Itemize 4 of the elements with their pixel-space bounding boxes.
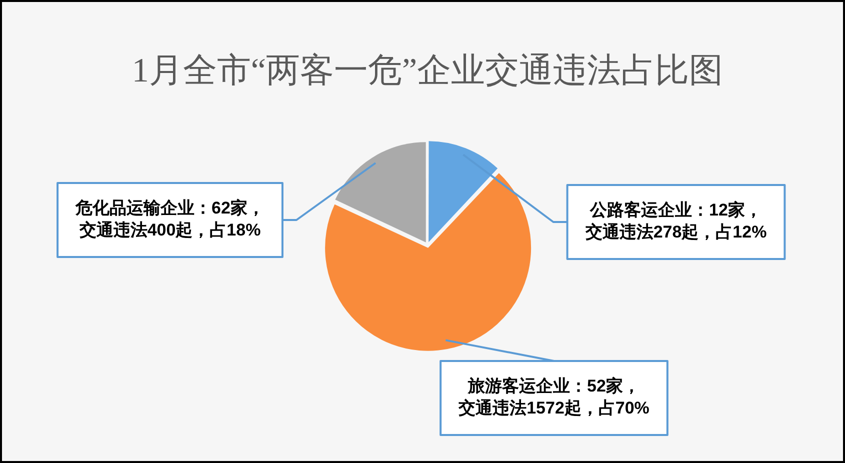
slice-label: 旅游客运企业：52家，交通违法1572起，占70% bbox=[458, 376, 650, 418]
slice-label: 公路客运企业：12家，交通违法278起，占12% bbox=[584, 200, 767, 242]
chart-title: 1月全市“两客一危”企业交通违法占比图 bbox=[132, 52, 724, 90]
slice-label: 危化品运输企业：62家，交通违法400起，占18% bbox=[74, 198, 264, 240]
